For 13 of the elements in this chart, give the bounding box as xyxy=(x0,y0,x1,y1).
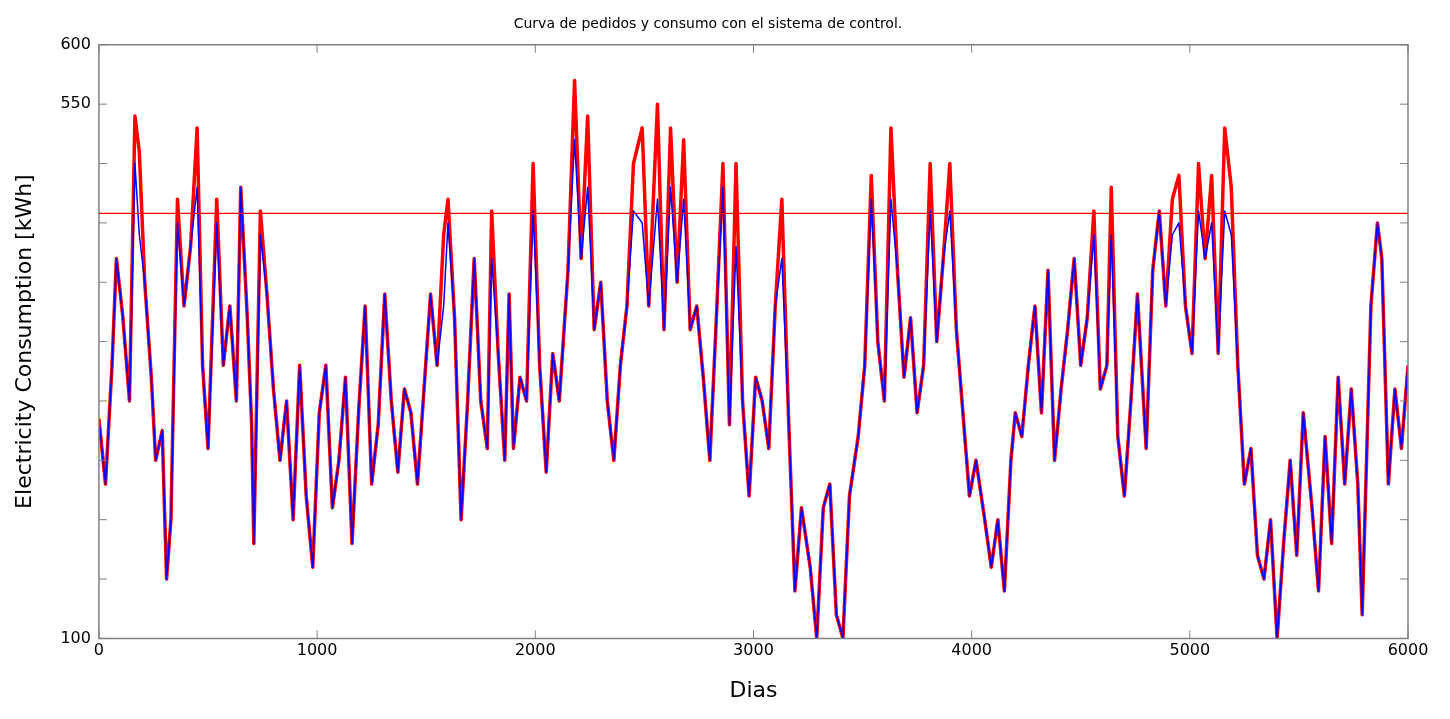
x-tick-label: 6000 xyxy=(1387,640,1429,660)
x-axis-title: Dias xyxy=(729,676,778,702)
y-tick-label: 100 xyxy=(60,627,91,647)
x-tick-label: 4000 xyxy=(951,640,993,660)
y-axis-title: Electricity Consumption [kWh] xyxy=(10,174,36,509)
x-tick-label: 0 xyxy=(93,640,105,660)
x-tick-label: 3000 xyxy=(733,640,774,660)
y-tick-label: 600 xyxy=(60,33,91,53)
x-tick-label: 2000 xyxy=(514,640,556,660)
x-tick-label: 1000 xyxy=(296,640,338,660)
y-tick-label: 550 xyxy=(60,93,91,113)
chart-title: Curva de pedidos y consumo con el sistema de control. xyxy=(513,15,903,32)
x-tick-label: 5000 xyxy=(1169,640,1211,660)
